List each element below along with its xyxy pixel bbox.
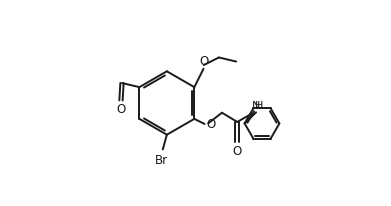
Text: O: O xyxy=(199,55,208,68)
Text: O: O xyxy=(117,103,126,116)
Text: N: N xyxy=(252,101,260,111)
Text: O: O xyxy=(206,118,215,131)
Text: Br: Br xyxy=(155,154,168,167)
Text: O: O xyxy=(233,145,242,158)
Text: H: H xyxy=(255,101,263,111)
